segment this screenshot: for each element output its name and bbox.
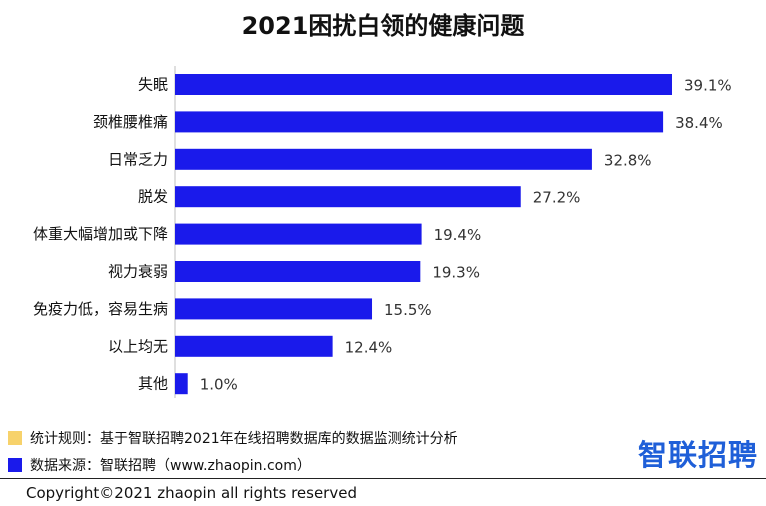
bar-7 <box>175 335 333 357</box>
bar-0 <box>175 74 672 95</box>
chart-title: 2021困扰白领的健康问题 <box>241 12 525 40</box>
value-label: 15.5% <box>384 301 432 319</box>
rule-text: 统计规则：基于智联招聘2021年在线招聘数据库的数据监测统计分析 <box>30 431 458 447</box>
bar-chart: 失眠 39.1% 颈椎腰椎痛 38.4% 日常乏力 32.8% 脱发 27.2% 体重大幅增加或… <box>33 66 732 398</box>
brand-logo: 智联招聘 <box>637 438 758 472</box>
footer-divider <box>0 478 766 479</box>
bar-6 <box>175 298 373 320</box>
value-label: 1.0% <box>200 376 238 394</box>
bar-2 <box>175 148 592 170</box>
bar-8 <box>175 373 188 395</box>
category-label: 以上均无 <box>108 337 168 355</box>
bar-5 <box>175 261 421 282</box>
value-label: 32.8% <box>604 151 652 169</box>
category-label: 颈椎腰椎痛 <box>93 113 168 131</box>
source-note: 数据来源：智联招聘（www.zhaopin.com） <box>8 455 311 475</box>
value-label: 39.1% <box>684 77 732 95</box>
category-label: 脱发 <box>138 188 168 206</box>
rule-swatch <box>8 431 22 445</box>
value-label: 12.4% <box>345 338 393 356</box>
category-label: 免疫力低，容易生病 <box>33 300 168 318</box>
category-label: 失眠 <box>138 76 168 94</box>
category-label: 日常乏力 <box>108 150 168 168</box>
bar-1 <box>175 111 664 133</box>
rule-note: 统计规则：基于智联招聘2021年在线招聘数据库的数据监测统计分析 <box>8 428 458 448</box>
value-label: 27.2% <box>533 189 581 207</box>
source-swatch <box>8 458 22 472</box>
value-label: 19.3% <box>432 264 480 282</box>
category-label: 其他 <box>138 375 168 393</box>
copyright-text: Copyright©2021 zhaopin all rights reserv… <box>26 484 357 502</box>
category-label: 体重大幅增加或下降 <box>33 225 168 243</box>
category-label: 视力衰弱 <box>108 263 168 281</box>
bar-4 <box>175 223 422 245</box>
value-label: 38.4% <box>675 114 723 132</box>
bar-3 <box>175 186 521 208</box>
source-text: 数据来源：智联招聘（www.zhaopin.com） <box>30 458 311 474</box>
value-label: 19.4% <box>434 226 482 244</box>
